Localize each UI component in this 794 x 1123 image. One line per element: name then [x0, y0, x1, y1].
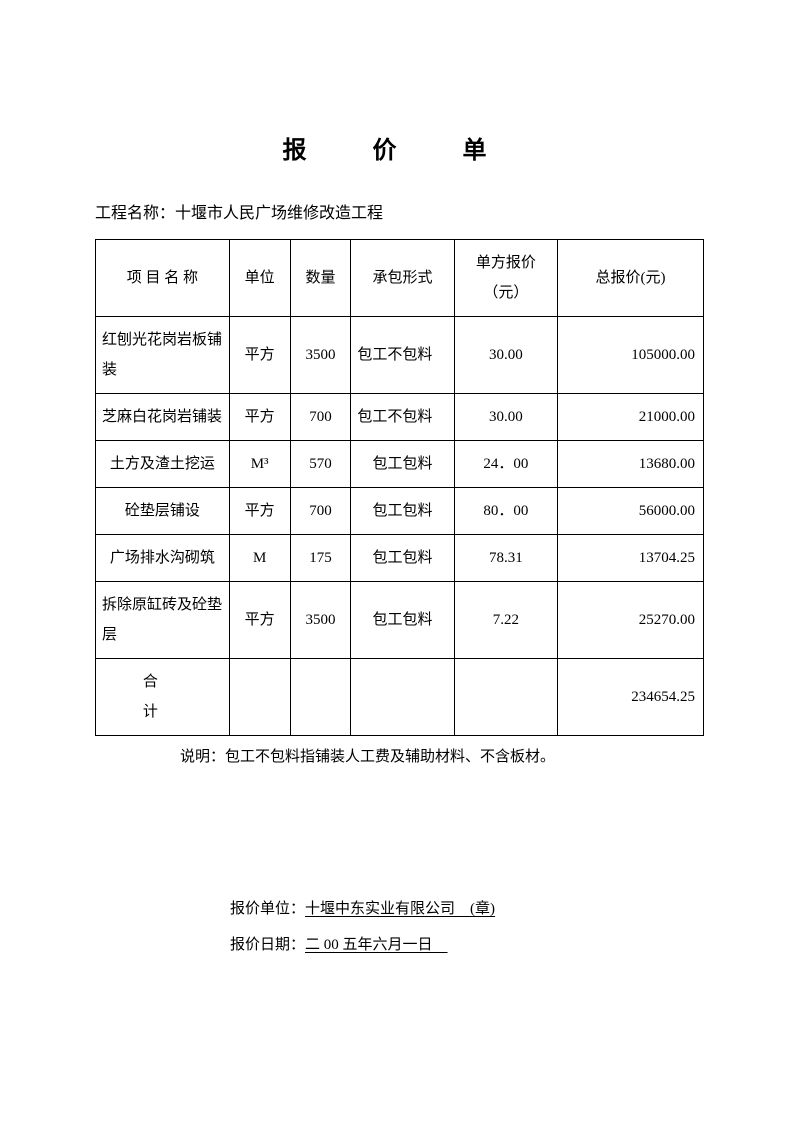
- empty-cell: [454, 658, 557, 735]
- project-name-line: 工程名称：十堰市人民广场维修改造工程: [95, 200, 704, 229]
- note-text: 说明：包工不包料指铺装人工费及辅助材料、不含板材。: [95, 744, 704, 771]
- cell-total: 25270.00: [558, 581, 704, 658]
- cell-price: 30.00: [454, 393, 557, 440]
- table-row: 红刨光花岗岩板铺装 平方 3500 包工不包料 30.00 105000.00: [96, 316, 704, 393]
- cell-total: 56000.00: [558, 487, 704, 534]
- cell-price: 78.31: [454, 534, 557, 581]
- cell-unit: 平方: [229, 316, 290, 393]
- cell-unit: 平方: [229, 487, 290, 534]
- table-row: 芝麻白花岗岩铺装 平方 700 包工不包料 30.00 21000.00: [96, 393, 704, 440]
- company-line: 报价单位：十堰中东实业有限公司 (章): [230, 891, 704, 927]
- header-price: 单方报价（元）: [454, 239, 557, 316]
- cell-form: 包工包料: [351, 534, 454, 581]
- cell-qty: 175: [290, 534, 351, 581]
- cell-total: 13680.00: [558, 440, 704, 487]
- cell-name: 拆除原缸砖及砼垫层: [96, 581, 230, 658]
- cell-form: 包工不包料: [351, 393, 454, 440]
- cell-form: 包工包料: [351, 440, 454, 487]
- date-line: 报价日期：二 00 五年六月一日: [230, 927, 704, 963]
- company-value: 十堰中东实业有限公司 (章): [305, 901, 495, 917]
- cell-price: 7.22: [454, 581, 557, 658]
- empty-cell: [290, 658, 351, 735]
- cell-qty: 700: [290, 487, 351, 534]
- footer-block: 报价单位：十堰中东实业有限公司 (章) 报价日期：二 00 五年六月一日: [95, 891, 704, 963]
- project-name-value: 十堰市人民广场维修改造工程: [175, 205, 383, 222]
- empty-cell: [351, 658, 454, 735]
- cell-name: 芝麻白花岗岩铺装: [96, 393, 230, 440]
- table-row: 土方及渣土挖运 M³ 570 包工包料 24．00 13680.00: [96, 440, 704, 487]
- total-label: 合计: [96, 658, 230, 735]
- project-label: 工程名称：: [95, 205, 175, 222]
- cell-qty: 3500: [290, 316, 351, 393]
- header-name: 项 目 名 称: [96, 239, 230, 316]
- cell-unit: 平方: [229, 393, 290, 440]
- table-row: 拆除原缸砖及砼垫层 平方 3500 包工包料 7.22 25270.00: [96, 581, 704, 658]
- cell-qty: 3500: [290, 581, 351, 658]
- cell-qty: 570: [290, 440, 351, 487]
- cell-total: 105000.00: [558, 316, 704, 393]
- cell-qty: 700: [290, 393, 351, 440]
- cell-total: 21000.00: [558, 393, 704, 440]
- table-row: 广场排水沟砌筑 M 175 包工包料 78.31 13704.25: [96, 534, 704, 581]
- table-header-row: 项 目 名 称 单位 数量 承包形式 单方报价（元） 总报价(元): [96, 239, 704, 316]
- header-unit: 单位: [229, 239, 290, 316]
- cell-unit: M³: [229, 440, 290, 487]
- cell-price: 24．00: [454, 440, 557, 487]
- cell-name: 砼垫层铺设: [96, 487, 230, 534]
- quotation-table: 项 目 名 称 单位 数量 承包形式 单方报价（元） 总报价(元) 红刨光花岗岩…: [95, 239, 704, 736]
- company-label: 报价单位：: [230, 901, 305, 917]
- table-row: 砼垫层铺设 平方 700 包工包料 80．00 56000.00: [96, 487, 704, 534]
- empty-cell: [229, 658, 290, 735]
- cell-price: 80．00: [454, 487, 557, 534]
- cell-total: 13704.25: [558, 534, 704, 581]
- header-total: 总报价(元): [558, 239, 704, 316]
- cell-form: 包工包料: [351, 581, 454, 658]
- header-form: 承包形式: [351, 239, 454, 316]
- date-value: 二 00 五年六月一日: [305, 937, 448, 953]
- table-total-row: 合计 234654.25: [96, 658, 704, 735]
- cell-form: 包工包料: [351, 487, 454, 534]
- cell-unit: 平方: [229, 581, 290, 658]
- cell-name: 土方及渣土挖运: [96, 440, 230, 487]
- cell-name: 红刨光花岗岩板铺装: [96, 316, 230, 393]
- header-qty: 数量: [290, 239, 351, 316]
- date-label: 报价日期：: [230, 937, 305, 953]
- cell-price: 30.00: [454, 316, 557, 393]
- cell-unit: M: [229, 534, 290, 581]
- total-value: 234654.25: [558, 658, 704, 735]
- document-title: 报 价 单: [95, 130, 704, 165]
- cell-form: 包工不包料: [351, 316, 454, 393]
- cell-name: 广场排水沟砌筑: [96, 534, 230, 581]
